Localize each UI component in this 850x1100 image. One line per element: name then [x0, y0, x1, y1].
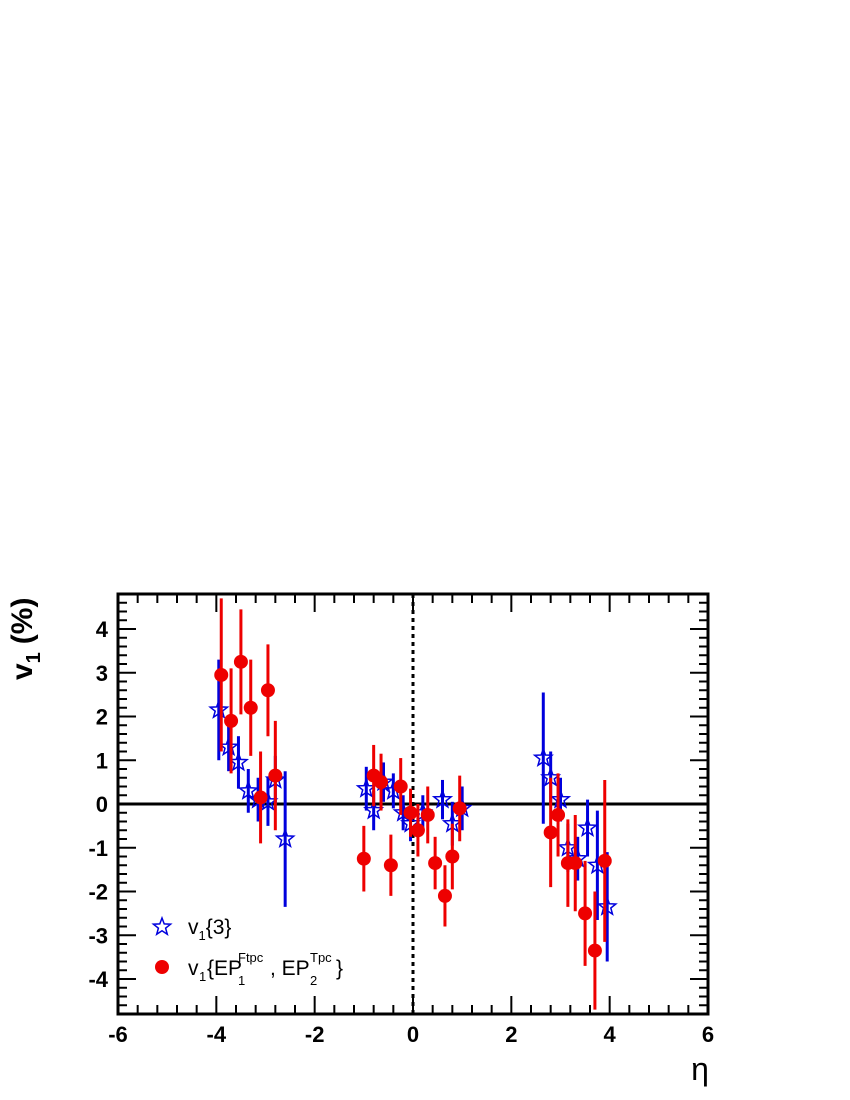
data-point-circle — [233, 654, 248, 669]
data-point-circle — [403, 805, 418, 820]
reference-lines — [118, 594, 708, 1014]
y-axis-title: v1 (%) — [6, 598, 45, 680]
y-tick-label: -1 — [88, 836, 108, 861]
data-point-circle — [597, 853, 612, 868]
legend-text-part: 1 — [238, 973, 245, 988]
x-tick-label: 4 — [604, 1022, 617, 1047]
data-point-circle — [437, 888, 452, 903]
data-point-circle — [428, 856, 443, 871]
y-axis-title-main: v — [6, 663, 39, 680]
legend-text-part: 1 — [199, 928, 206, 943]
legend-text-part: {EP — [207, 957, 242, 980]
y-tick-label: -3 — [88, 923, 108, 948]
x-tick-label: -2 — [305, 1022, 325, 1047]
legend-text-part: 2 — [310, 973, 317, 988]
series-v1-ep — [214, 598, 612, 1010]
data-point-circle — [452, 801, 467, 816]
data-point-circle — [445, 849, 460, 864]
x-tick-label: -6 — [108, 1022, 128, 1047]
data-point-star — [431, 788, 454, 809]
data-point-circle — [568, 856, 583, 871]
tick-labels: -6 -4 -2 0 2 4 6 -4 -3 -2 -1 0 1 2 3 4 — [88, 617, 714, 1047]
data-point-circle — [214, 667, 229, 682]
y-tick-label: -4 — [88, 967, 108, 992]
data-point-circle — [551, 807, 566, 822]
legend-text-part: v — [188, 916, 199, 939]
y-tick-label: 0 — [96, 792, 108, 817]
data-point-circle — [383, 858, 398, 873]
legend-text-part: v — [188, 957, 199, 980]
data-marks — [208, 598, 618, 1010]
legend-text-part: Tpc — [310, 950, 332, 965]
y-tick-label: 1 — [96, 748, 108, 773]
data-point-circle — [268, 768, 283, 783]
data-point-star — [596, 895, 618, 916]
y-axis-title-sub: 1 — [23, 652, 45, 663]
y-tick-label: -2 — [88, 880, 108, 905]
axis-ticks — [117, 593, 709, 1015]
data-point-circle — [420, 807, 435, 822]
data-point-star — [237, 779, 259, 800]
data-point-circle — [243, 700, 258, 715]
data-point-circle — [578, 906, 593, 921]
x-tick-label: 6 — [702, 1022, 714, 1047]
data-point-circle — [374, 775, 389, 790]
legend-text-part: } — [336, 957, 343, 980]
data-point-circle — [224, 713, 239, 728]
legend-text-part: , EP — [270, 957, 310, 980]
data-point-circle — [356, 851, 371, 866]
data-point-circle — [260, 683, 275, 698]
legend-marker-star — [151, 915, 173, 937]
data-point-star — [576, 816, 599, 838]
legend-marker-circle — [155, 960, 169, 974]
x-axis-title: η — [691, 1051, 709, 1087]
y-axis-title-unit: (%) — [6, 598, 39, 645]
y-tick-label: 2 — [96, 705, 108, 730]
data-point-star — [208, 698, 230, 719]
y-tick-label: 4 — [96, 617, 109, 642]
y-tick-label: 3 — [96, 661, 108, 686]
legend-text-part: Ftpc — [238, 950, 264, 965]
data-point-circle — [543, 825, 558, 840]
x-tick-label: 2 — [505, 1022, 517, 1047]
x-tick-label: -4 — [207, 1022, 227, 1047]
data-point-star — [274, 827, 296, 849]
legend-text-part: {3} — [206, 916, 232, 939]
data-point-star — [549, 788, 572, 809]
data-point-circle — [253, 790, 268, 805]
legend-text-part: 1 — [199, 969, 206, 984]
data-point-circle — [410, 823, 425, 838]
x-tick-label: 0 — [407, 1022, 419, 1047]
data-point-circle — [587, 943, 602, 958]
data-point-circle — [393, 779, 408, 794]
legend-label-v1-3: v1{3} — [188, 916, 231, 943]
